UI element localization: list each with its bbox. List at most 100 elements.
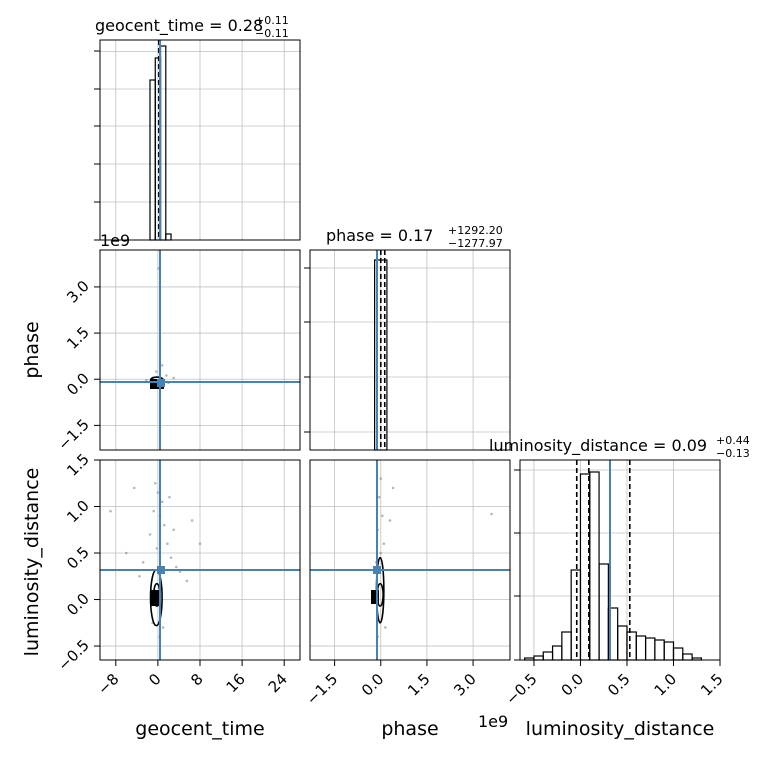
hist-bar-10 (617, 625, 628, 661)
x-tick-label-1: 0.0 (558, 670, 588, 700)
y-ticks-ld-hist (514, 469, 520, 661)
x-axis-label-phase: phase (381, 718, 438, 740)
y-tick-label-0: −0.5 (54, 636, 92, 674)
sample-point-4 (382, 542, 386, 546)
sample-point-1 (156, 491, 160, 494)
sample-point-20 (168, 495, 171, 499)
x-tick-label-0: −1.5 (303, 670, 341, 708)
title-phase-upper: +1292.20 (448, 224, 503, 237)
x-tick-label-4: 1.5 (697, 670, 727, 700)
sample-point-23 (132, 486, 136, 490)
hist-bar-15 (663, 641, 675, 661)
x-tick-label-2: 1.5 (404, 670, 434, 700)
sample-point-12 (138, 574, 141, 578)
panel-phase-hist: phase = 0.17 +1292.20 −1277.97 (304, 224, 511, 451)
sample-point-1 (377, 495, 381, 499)
title-geocent-time: geocent_time = 0.28 (95, 16, 263, 36)
y-ticks-geocent-time-hist (94, 50, 100, 241)
hist-bar-5 (570, 569, 582, 661)
sample-point-7 (172, 376, 175, 380)
panel-geocent-time-hist: geocent_time = 0.28 +0.11 −0.11 (94, 14, 301, 241)
gridlines-phase-vs-geocent-time (100, 250, 300, 450)
gridlines-ld-vs-geocent-time (100, 459, 300, 660)
x-tick-label-3: 16 (223, 670, 249, 696)
sample-point-10 (175, 565, 178, 569)
sample-point-3 (155, 370, 158, 373)
gridlines-ld-vs-phase (310, 459, 510, 660)
sample-point-14 (198, 542, 202, 546)
x-tick-label-0: −8 (94, 670, 122, 698)
sample-point-7 (391, 486, 395, 490)
y-tick-label-3: 1.0 (63, 497, 93, 527)
density-core-ld-vs-phase (371, 590, 379, 604)
sample-point-4 (162, 523, 166, 527)
hist-bar-8 (598, 563, 609, 661)
x-tick-label-2: 8 (187, 670, 206, 689)
hist-bar-11 (626, 631, 637, 661)
x-axis-label-luminosity-distance: luminosity_distance (526, 718, 715, 740)
x-tick-label-0: −0.5 (502, 670, 540, 708)
hist-bar-17 (682, 653, 693, 661)
frame-phase-vs-geocent-time (99, 249, 301, 451)
sample-point-9 (160, 364, 164, 367)
x-ticks-phase: −1.5 0.0 1.5 3.0 (303, 660, 480, 709)
phase-scale-label-left: 1e9 (100, 231, 130, 250)
x-tick-label-1: 0 (145, 670, 164, 689)
sample-point-5 (148, 533, 152, 536)
truth-marker-ld-vs-phase (373, 566, 381, 574)
hist-bar-4 (561, 631, 572, 661)
x-axis-label-geocent-time: geocent_time (135, 718, 264, 740)
y-axis-label-luminosity-distance: luminosity_distance (21, 468, 43, 657)
title-luminosity-distance: luminosity_distance = 0.09 (489, 436, 707, 456)
title-geocent-time-upper: +0.11 (255, 14, 289, 27)
y-tick-label-1: 0.0 (63, 369, 93, 399)
sample-point-11 (160, 500, 164, 504)
frame-phase-hist (309, 249, 511, 451)
frame-geocent-time-hist (99, 39, 301, 241)
sample-point-0 (379, 477, 383, 480)
sample-point-2 (165, 374, 168, 377)
sample-point-16 (185, 579, 189, 583)
sample-point-8 (169, 556, 173, 559)
phase-scale-label-bottom: 1e9 (478, 712, 508, 731)
title-phase-lower: −1277.97 (448, 237, 503, 250)
sample-point-8 (490, 512, 493, 516)
x-ticks-luminosity-distance: −0.5 0.0 0.5 1.0 1.5 (502, 660, 727, 709)
x-tick-label-1: 0.0 (358, 670, 388, 700)
gridlines-geocent-time-hist (100, 40, 300, 240)
samples-ld-vs-phase (374, 477, 493, 639)
sample-point-2 (152, 509, 155, 513)
y-ticks-luminosity-distance: −0.5 0.0 0.5 1.0 1.5 (54, 450, 100, 675)
truth-marker-ld-vs-geocent-time (157, 566, 165, 574)
gridlines-ld-hist (520, 460, 721, 660)
panel-phase-vs-geocent-time: 1e9 −1.5 0.0 1.5 3.0 phase (21, 231, 301, 454)
hist-bar-2 (542, 651, 554, 661)
truth-marker-phase-vs-geocent-time (157, 379, 165, 387)
sample-point-8 (145, 378, 148, 382)
title-luminosity-distance-upper: +0.44 (716, 434, 750, 447)
x-tick-label-4: 24 (265, 670, 291, 696)
hist-bar-3 (551, 645, 563, 661)
y-tick-label-4: 1.5 (63, 450, 93, 480)
hist-bar-16 (672, 647, 684, 661)
sample-point-5 (379, 551, 383, 555)
title-phase: phase = 0.17 (326, 226, 433, 245)
y-tick-label-3: 3.0 (63, 277, 93, 307)
y-ticks-phase-hist (304, 267, 310, 433)
sample-point-18 (161, 626, 165, 629)
panel-ld-vs-phase: −1.5 0.0 1.5 3.0 phase 1e9 (303, 459, 511, 740)
quantile-lines-luminosity-distance (575, 460, 631, 660)
hist-bar-7 (589, 471, 600, 661)
histogram-luminosity-distance (524, 471, 702, 661)
panel-ld-hist: −0.5 0.0 0.5 1.0 1.5 luminosity_distance lum… (489, 434, 750, 740)
hist-bar-14 (654, 639, 665, 661)
x-tick-label-2: 0.5 (604, 670, 634, 700)
density-core-ld-vs-geocent-time (151, 590, 161, 606)
hist-bar-12 (635, 635, 647, 661)
sample-point-22 (190, 519, 194, 522)
sample-point-9 (384, 626, 387, 629)
hist-bar-2 (159, 45, 167, 241)
sample-point-6 (166, 542, 169, 546)
frame-ld-vs-phase (309, 459, 511, 661)
